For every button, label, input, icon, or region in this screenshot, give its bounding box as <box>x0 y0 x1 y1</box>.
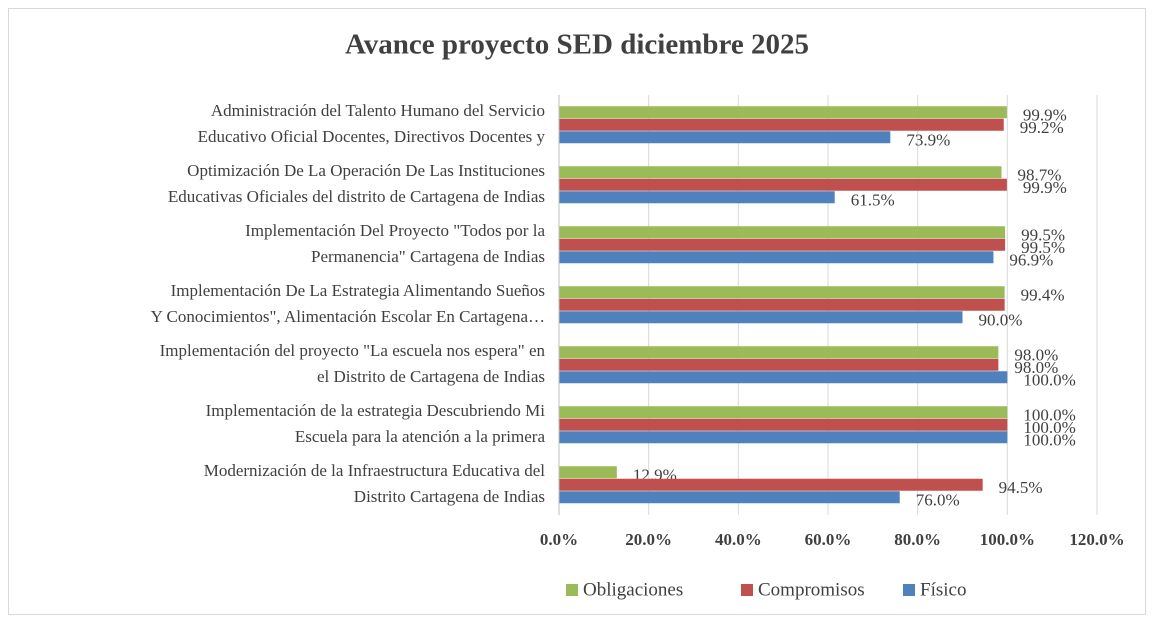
bar <box>559 418 1008 431</box>
category-label: el Distrito de Cartagena de Indias <box>317 367 545 386</box>
x-tick-label: 80.0% <box>894 530 941 549</box>
data-label: 98.0% <box>1014 345 1058 364</box>
bar <box>559 358 999 371</box>
data-label: 73.9% <box>906 130 950 149</box>
data-label: 98.0% <box>1014 358 1058 377</box>
bar <box>559 178 1007 191</box>
data-label: 100.0% <box>1023 370 1075 389</box>
bar <box>559 166 1002 179</box>
data-label: 94.5% <box>999 478 1043 497</box>
data-label: 76.0% <box>916 490 960 509</box>
bar <box>559 106 1007 119</box>
bar <box>559 371 1008 384</box>
category-label: Escuela para la atención a la primera <box>295 427 546 446</box>
category-label: Distrito Cartagena de Indias <box>354 487 545 506</box>
data-label: 61.5% <box>851 190 895 209</box>
bar <box>559 118 1004 131</box>
data-label: 96.9% <box>1009 250 1053 269</box>
legend-swatch <box>903 584 915 596</box>
category-label: Implementación de la estrategia Descubri… <box>206 401 546 420</box>
bar <box>559 431 1008 444</box>
category-label: Y Conocimientos", Alimentación Escolar E… <box>151 307 545 326</box>
category-label: Educativo Oficial Docentes, Directivos D… <box>198 127 546 146</box>
legend-swatch <box>566 584 578 596</box>
category-label: Implementación del proyecto "La escuela … <box>160 341 546 360</box>
bar <box>559 406 1008 419</box>
bar <box>559 346 999 359</box>
data-label: 99.5% <box>1021 225 1065 244</box>
category-label: Permanencia" Cartagena de Indias <box>311 247 545 266</box>
bar <box>559 298 1005 311</box>
x-tick-label: 0.0% <box>540 530 578 549</box>
category-label: Educativas Oficiales del distrito de Car… <box>168 187 545 206</box>
legend-swatch <box>741 584 753 596</box>
bar <box>559 286 1005 299</box>
x-tick-label: 20.0% <box>625 530 672 549</box>
category-label: Modernización de la Infraestructura Educ… <box>204 461 546 480</box>
bar <box>559 226 1006 239</box>
legend-label: Obligaciones <box>583 579 683 600</box>
data-label: 100.0% <box>1023 430 1075 449</box>
data-label: 99.9% <box>1023 178 1067 197</box>
bar <box>559 131 891 144</box>
data-label: 99.9% <box>1023 105 1067 124</box>
bar <box>559 238 1006 251</box>
bar <box>559 251 994 264</box>
x-tick-label: 100.0% <box>980 530 1035 549</box>
data-label: 99.2% <box>1020 118 1064 137</box>
legend-label: Compromisos <box>758 579 865 600</box>
category-label: Implementación Del Proyecto "Todos por l… <box>245 221 545 240</box>
x-tick-label: 120.0% <box>1069 530 1124 549</box>
category-label: Administración del Talento Humano del Se… <box>211 101 545 120</box>
data-label: 99.4% <box>1021 285 1065 304</box>
data-label: 98.7% <box>1018 165 1062 184</box>
x-tick-label: 60.0% <box>805 530 852 549</box>
bar <box>559 466 617 479</box>
bar <box>559 191 835 204</box>
bar <box>559 478 983 491</box>
data-label: 100.0% <box>1023 405 1075 424</box>
bar <box>559 311 963 324</box>
data-label: 90.0% <box>979 310 1023 329</box>
legend-label: Físico <box>920 579 966 600</box>
x-tick-label: 40.0% <box>715 530 762 549</box>
data-label: 99.5% <box>1021 238 1065 257</box>
bar <box>559 491 900 504</box>
data-label: 100.0% <box>1023 418 1075 437</box>
chart-title: Avance proyecto SED diciembre 2025 <box>345 29 809 61</box>
category-label: Optimización De La Operación De Las Inst… <box>187 161 545 180</box>
category-label: Implementación De La Estrategia Alimenta… <box>171 281 545 300</box>
